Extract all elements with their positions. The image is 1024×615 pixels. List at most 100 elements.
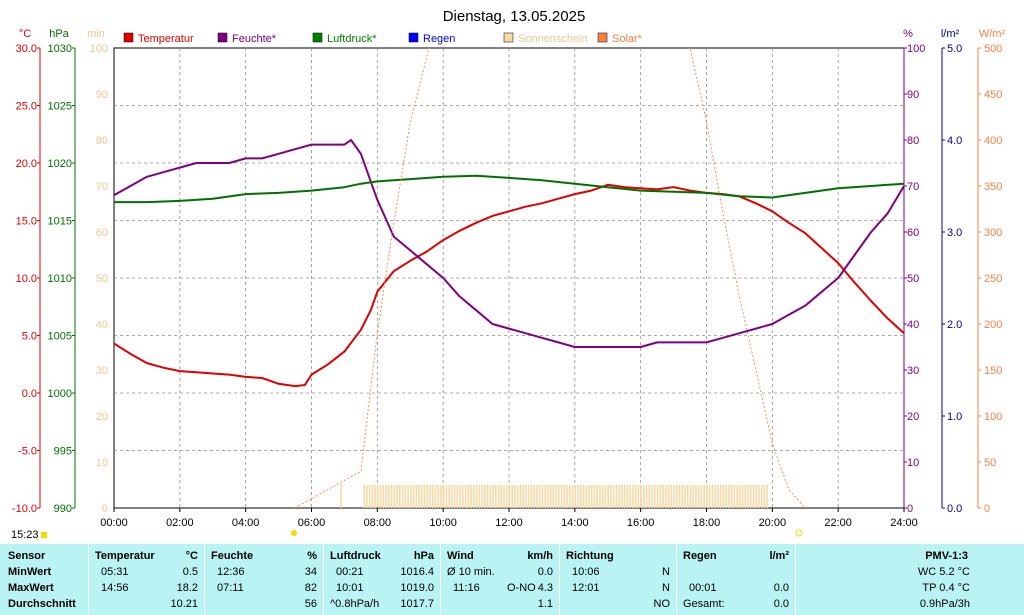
pressure-tick-label: 995 xyxy=(54,446,72,458)
solar-tick-label: 50 xyxy=(984,457,996,469)
rain-tick-label: 0.0 xyxy=(947,503,962,515)
temp-tick-label: 5.0 xyxy=(22,331,37,343)
pressure-tick-label: 1010 xyxy=(48,273,72,285)
sunshine-tick-label: 0 xyxy=(102,503,108,515)
solar-tick-label: 450 xyxy=(984,89,1002,101)
hum-max: 82 xyxy=(304,582,317,594)
legend-label: Regen xyxy=(423,33,455,45)
humidity-line xyxy=(114,139,904,348)
temperature-line xyxy=(114,183,904,388)
x-tick-label: 20:00 xyxy=(759,517,787,529)
x-tick-label: 04:00 xyxy=(232,517,260,529)
solar-tick-label: 200 xyxy=(984,319,1002,331)
unit-temp: °C xyxy=(19,28,31,40)
legend-swatch xyxy=(217,32,228,43)
time-marker-dot xyxy=(41,532,47,538)
temp-tick-label: 0.0 xyxy=(22,388,37,400)
pressure-tick-label: 1020 xyxy=(48,158,72,170)
solar-tick-label: 250 xyxy=(984,273,1002,285)
temp-header: Temperatur xyxy=(95,550,155,562)
legend-label: Temperatur xyxy=(138,33,194,45)
rain-tick-label: 1.0 xyxy=(947,411,962,423)
series-layer xyxy=(114,48,904,508)
solar-tick-label: 300 xyxy=(984,227,1002,239)
legend-label: Feuchte* xyxy=(232,33,277,45)
humidity-tick-label: 100 xyxy=(907,43,925,55)
press-max-time: 10:01 xyxy=(336,582,364,594)
pressure-line xyxy=(114,174,904,204)
dir-avg: NO xyxy=(653,598,671,610)
pressure-tick-label: 1000 xyxy=(48,388,72,400)
chart-title: Dienstag, 13.05.2025 xyxy=(443,8,586,25)
sunshine-tick-label: 30 xyxy=(96,365,108,377)
col-pmv: PMV-1:3 WC 5.2 °C TP 0.4 °C 0.9hPa/3h xyxy=(796,544,1024,615)
wind-unit: km/h xyxy=(527,550,553,562)
dir-max-time: 12:01 xyxy=(572,582,600,594)
humidity-tick-label: 70 xyxy=(907,181,919,193)
col-labels: Sensor MinWert MaxWert Durchschnitt xyxy=(0,544,89,615)
legend-label: Luftdruck* xyxy=(327,33,377,45)
humidity-tick-label: 80 xyxy=(907,135,919,147)
sunshine-tick-label: 20 xyxy=(96,411,108,423)
sunshine-tick-label: 10 xyxy=(96,457,108,469)
temp-max-time: 14:56 xyxy=(101,582,129,594)
solar-tick-label: 100 xyxy=(984,411,1002,423)
col-temperatur: Temperatur °C 05:31 0.5 14:56 18.2 10.21 xyxy=(89,544,205,615)
press-min-time: 00:21 xyxy=(336,566,364,578)
temp-tick-label: -10.0 xyxy=(12,503,37,515)
solar-tick-label: 150 xyxy=(984,365,1002,377)
temp-tick-label: 25.0 xyxy=(16,101,37,113)
legend-swatch xyxy=(503,32,514,43)
sunshine-tick-label: 60 xyxy=(96,227,108,239)
solar-tick-label: 0 xyxy=(984,503,990,515)
col-wind: Wind km/h Ø 10 min. 0.0 11:16 O-NO 4.3 1… xyxy=(441,544,560,615)
pmv-trend: 0.9hPa/3h xyxy=(919,598,970,610)
press-trend: ^0.8hPa/h xyxy=(330,598,380,610)
label-sensor: Sensor xyxy=(8,550,46,562)
col-feuchte: Feuchte % 12:36 34 07:11 82 56 xyxy=(205,544,324,615)
hum-unit: % xyxy=(307,550,317,562)
legend-swatch xyxy=(597,32,608,43)
unit-solar: W/m² xyxy=(979,28,1006,40)
pressure-tick-label: 1030 xyxy=(48,43,72,55)
solar-tick-label: 500 xyxy=(984,43,1002,55)
stats-table: Sensor MinWert MaxWert Durchschnitt Temp… xyxy=(0,544,1024,615)
hum-min: 34 xyxy=(304,566,317,578)
label-min: MinWert xyxy=(8,566,52,578)
temp-tick-label: 20.0 xyxy=(16,158,37,170)
solar-tick-label: 350 xyxy=(984,181,1002,193)
sunshine-tick-label: 50 xyxy=(96,273,108,285)
wind-header: Wind xyxy=(447,550,474,562)
x-tick-label: 00:00 xyxy=(100,517,128,529)
label-max: MaxWert xyxy=(8,582,54,594)
press-header: Luftdruck xyxy=(330,550,381,562)
temp-min: 0.5 xyxy=(182,566,198,578)
unit-sun: min xyxy=(87,28,105,40)
press-max: 1019.0 xyxy=(400,582,434,594)
sunshine-tick-label: 80 xyxy=(96,135,108,147)
sunset-marker xyxy=(795,529,803,537)
time-marker: 15:23 xyxy=(11,529,39,541)
legend-label: Solar* xyxy=(612,33,643,45)
pmv-header: PMV-1:3 xyxy=(925,550,968,562)
humidity-tick-label: 0 xyxy=(907,503,913,515)
hum-avg: 56 xyxy=(304,598,317,610)
pressure-tick-label: 1005 xyxy=(48,331,72,343)
x-tick-label: 16:00 xyxy=(627,517,655,529)
x-tick-label: 08:00 xyxy=(364,517,392,529)
humidity-tick-label: 60 xyxy=(907,227,919,239)
hum-min-time: 12:36 xyxy=(217,566,245,578)
wind-max-time: 11:16 xyxy=(453,582,480,594)
humidity-tick-label: 10 xyxy=(907,457,919,469)
press-min: 1016.4 xyxy=(400,566,434,578)
sunshine-tick-label: 90 xyxy=(96,89,108,101)
rain-total-label: Gesamt: xyxy=(683,598,725,610)
rain-tick-label: 3.0 xyxy=(947,227,962,239)
temp-unit: °C xyxy=(185,550,198,562)
dir-max: N xyxy=(662,582,670,594)
legend-label: Sonnenschein xyxy=(518,33,588,45)
x-tick-label: 10:00 xyxy=(429,517,457,529)
col-richtung: Richtung 10:06 N 12:01 N NO xyxy=(560,544,677,615)
wind-max-dir: O-NO xyxy=(507,582,536,594)
pressure-tick-label: 990 xyxy=(54,503,72,515)
